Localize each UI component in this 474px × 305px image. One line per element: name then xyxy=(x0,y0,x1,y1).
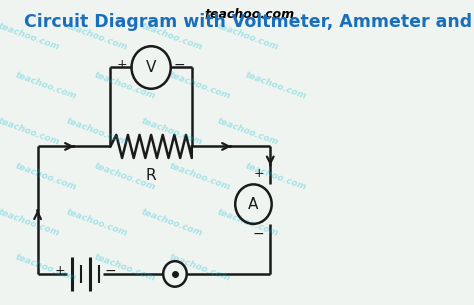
Text: teachoo.com: teachoo.com xyxy=(64,116,128,146)
Text: +: + xyxy=(253,167,264,180)
Text: teachoo.com: teachoo.com xyxy=(92,161,156,192)
Text: −: − xyxy=(104,264,116,278)
Text: teachoo.com: teachoo.com xyxy=(168,253,232,283)
Text: teachoo.com: teachoo.com xyxy=(92,253,156,283)
Text: R: R xyxy=(146,168,156,183)
Text: teachoo.com: teachoo.com xyxy=(64,207,128,238)
Text: teachoo.com: teachoo.com xyxy=(0,22,61,52)
Text: teachoo.com: teachoo.com xyxy=(168,70,232,101)
Text: teachoo.com: teachoo.com xyxy=(216,116,280,146)
Text: Circuit Diagram with Voltmeter, Ammeter and Resistor: Circuit Diagram with Voltmeter, Ammeter … xyxy=(24,13,474,31)
Text: teachoo.com: teachoo.com xyxy=(244,70,308,101)
Text: teachoo.com: teachoo.com xyxy=(14,253,78,283)
Text: teachoo.com: teachoo.com xyxy=(216,207,280,238)
Text: −: − xyxy=(173,57,185,71)
Text: teachoo.com: teachoo.com xyxy=(14,70,78,101)
Text: teachoo.com: teachoo.com xyxy=(140,22,204,52)
Text: teachoo.com: teachoo.com xyxy=(140,207,204,238)
Text: teachoo.com: teachoo.com xyxy=(92,70,156,101)
Text: teachoo.com: teachoo.com xyxy=(140,116,204,146)
Text: teachoo.com: teachoo.com xyxy=(216,22,280,52)
Text: teachoo.com: teachoo.com xyxy=(244,161,308,192)
Text: teachoo.com: teachoo.com xyxy=(0,116,61,146)
Text: +: + xyxy=(117,58,128,71)
Text: teachoo.com: teachoo.com xyxy=(64,22,128,52)
Text: A: A xyxy=(248,197,259,212)
Text: V: V xyxy=(146,60,156,75)
Text: teachoo.com: teachoo.com xyxy=(14,161,78,192)
Text: teachoo.com: teachoo.com xyxy=(204,8,294,21)
Text: −: − xyxy=(253,227,264,241)
Text: teachoo.com: teachoo.com xyxy=(168,161,232,192)
Text: teachoo.com: teachoo.com xyxy=(0,207,61,238)
Text: +: + xyxy=(54,264,65,278)
